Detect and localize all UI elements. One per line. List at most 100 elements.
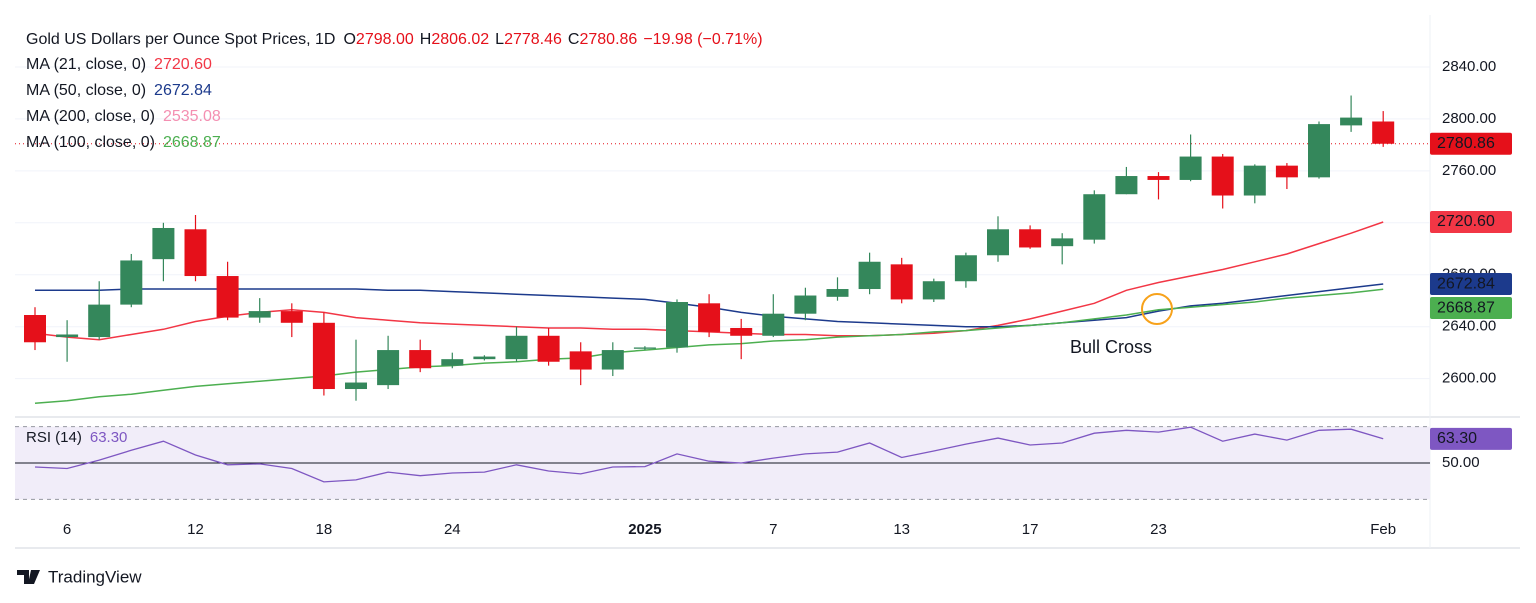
x-tick-label: 18 bbox=[316, 521, 333, 538]
candle-body bbox=[1083, 194, 1106, 240]
x-tick-label: 23 bbox=[1150, 521, 1167, 538]
candle-body bbox=[345, 382, 367, 390]
y-tick-label: 2800.00 bbox=[1442, 110, 1496, 127]
ma-legend-name: MA (100, close, 0) bbox=[26, 134, 155, 151]
candle-body bbox=[890, 264, 913, 300]
candle-body bbox=[537, 335, 560, 362]
candle-body bbox=[312, 322, 335, 390]
candle-body bbox=[1372, 121, 1395, 144]
candle-body bbox=[1308, 124, 1330, 178]
chart-header: Gold US Dollars per Ounce Spot Prices, 1… bbox=[26, 31, 763, 48]
candle-body bbox=[152, 227, 175, 260]
ma-legend: MA (100, close, 0) 2668.87 bbox=[26, 134, 221, 151]
ohlc-value: 2806.02 bbox=[431, 31, 489, 48]
price-tag bbox=[1430, 273, 1512, 296]
candle-body bbox=[569, 351, 592, 370]
brand-name: TradingView bbox=[48, 567, 142, 586]
candle-body bbox=[601, 350, 624, 370]
ohlc-key: C bbox=[568, 31, 580, 48]
rsi-legend-name: RSI (14) bbox=[26, 429, 82, 446]
candle-body bbox=[24, 315, 46, 343]
candle-body bbox=[987, 229, 1009, 256]
price-tag-label: 2720.60 bbox=[1437, 213, 1495, 230]
candle-body bbox=[1051, 238, 1074, 247]
candle-body bbox=[280, 311, 303, 323]
ma-legend: MA (50, close, 0) 2672.84 bbox=[26, 82, 212, 99]
x-tick-label: Feb bbox=[1370, 521, 1396, 538]
y-tick-label: 2840.00 bbox=[1442, 58, 1496, 75]
x-tick-label: 12 bbox=[187, 521, 204, 538]
rsi-legend: RSI (14) 63.30 bbox=[26, 429, 127, 446]
price-tag bbox=[1430, 132, 1512, 155]
candle-body bbox=[698, 303, 721, 332]
price-tag-label: 2780.86 bbox=[1437, 135, 1495, 152]
annotation-circle bbox=[1141, 293, 1173, 325]
ma-legend: MA (200, close, 0) 2535.08 bbox=[26, 108, 221, 125]
ohlc-value: −19.98 (−0.71%) bbox=[643, 31, 762, 48]
ma-legend-value: 2668.87 bbox=[163, 134, 221, 151]
candle-body bbox=[248, 311, 271, 318]
rsi-legend-value: 63.30 bbox=[90, 429, 128, 446]
candle-body bbox=[1147, 176, 1170, 180]
candle-body bbox=[216, 276, 239, 318]
candle-body bbox=[1179, 156, 1202, 180]
candle-body bbox=[120, 260, 143, 305]
candle-body bbox=[858, 261, 881, 290]
ma-line bbox=[34, 288, 1384, 405]
y-tick-label: 2760.00 bbox=[1442, 162, 1496, 179]
price-tag bbox=[1430, 211, 1512, 234]
price-tag-label: 2668.87 bbox=[1437, 299, 1495, 316]
ohlc-value: 2780.86 bbox=[579, 31, 637, 48]
candle-body bbox=[441, 359, 464, 366]
candle-body bbox=[88, 304, 111, 338]
candle-body bbox=[730, 327, 753, 336]
x-tick-label: 13 bbox=[893, 521, 910, 538]
y-tick-label: 2600.00 bbox=[1442, 370, 1496, 387]
price-tag bbox=[1430, 427, 1512, 450]
candle-body bbox=[505, 335, 528, 360]
candle-body bbox=[666, 302, 688, 348]
chart-title: Gold US Dollars per Ounce Spot Prices, 1… bbox=[26, 31, 335, 48]
x-tick-label: 7 bbox=[769, 521, 777, 538]
x-tick-label: 6 bbox=[63, 521, 71, 538]
candle-body bbox=[1019, 229, 1042, 248]
candle-body bbox=[1243, 165, 1266, 196]
ohlc-key: L bbox=[495, 31, 504, 48]
footer: TradingView bbox=[17, 567, 142, 586]
ohlc-value: 2798.00 bbox=[356, 31, 414, 48]
plot bbox=[15, 95, 1430, 483]
y-tick-label: 2640.00 bbox=[1442, 318, 1496, 335]
candle-body bbox=[954, 255, 977, 282]
candle-body bbox=[1211, 156, 1234, 196]
ma-legend-name: MA (200, close, 0) bbox=[26, 108, 155, 125]
ohlc-key: O bbox=[343, 31, 355, 48]
candle-body bbox=[184, 229, 207, 277]
rsi-tick-label: 50.00 bbox=[1442, 454, 1480, 471]
rsi-line bbox=[34, 426, 1384, 483]
candle-body bbox=[762, 313, 785, 336]
candle-body bbox=[922, 281, 945, 300]
price-tag-label: 63.30 bbox=[1437, 430, 1477, 447]
ma-legend-value: 2720.60 bbox=[154, 56, 212, 73]
candle-body bbox=[409, 350, 432, 369]
candle-body bbox=[826, 289, 849, 297]
ma-legend-name: MA (50, close, 0) bbox=[26, 82, 146, 99]
ma-legend: MA (21, close, 0) 2720.60 bbox=[26, 56, 212, 73]
price-tag-label: 2672.84 bbox=[1437, 275, 1495, 292]
overlay: Bull Cross MA (21, close, 0) 2720.60 MA (50… bbox=[26, 56, 1512, 450]
price-tag bbox=[1430, 297, 1512, 320]
candle-body bbox=[633, 347, 656, 349]
candle-body bbox=[1275, 165, 1298, 178]
ma-legend-value: 2535.08 bbox=[163, 108, 221, 125]
candle-body bbox=[473, 356, 496, 360]
candle-body bbox=[1115, 176, 1138, 195]
candle-body bbox=[377, 350, 400, 386]
ohlc-value: 2778.46 bbox=[504, 31, 562, 48]
annotation-text: Bull Cross bbox=[1070, 337, 1152, 357]
brand-logo bbox=[17, 570, 40, 584]
candle-body bbox=[1340, 117, 1363, 126]
x-tick-label: 2025 bbox=[628, 521, 661, 538]
candle-body bbox=[794, 295, 817, 314]
